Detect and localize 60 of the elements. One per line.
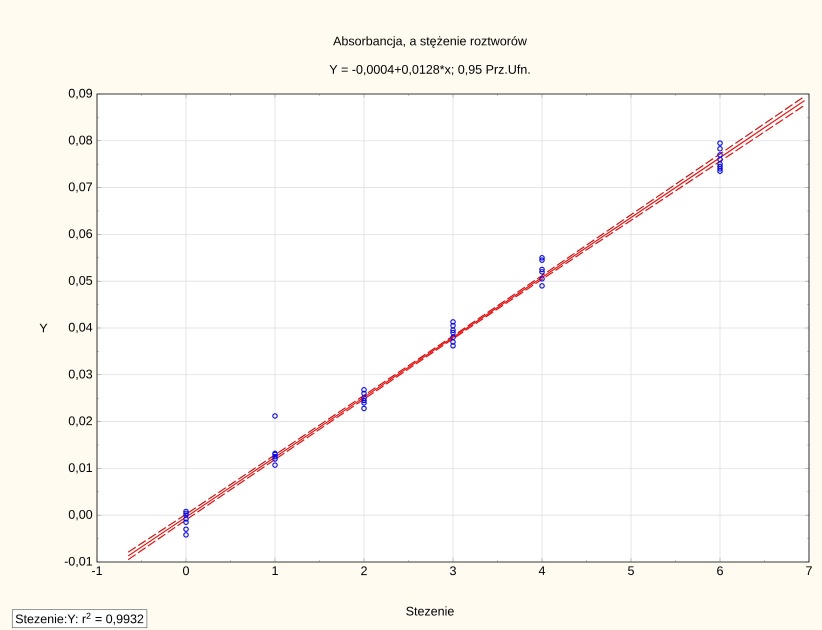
text: Stezenie:Y: r$^{2}$ = 0,9932 bbox=[16, 612, 144, 625]
point bbox=[450, 339, 456, 345]
x-tick-label: 1 bbox=[272, 566, 278, 575]
point bbox=[717, 164, 723, 170]
point bbox=[361, 398, 367, 404]
y-tick-label: -0,01 bbox=[64, 556, 92, 568]
x-tick-label: 4 bbox=[538, 566, 546, 575]
x-tick-label: 6 bbox=[717, 566, 723, 576]
point bbox=[717, 166, 723, 172]
point bbox=[450, 328, 456, 334]
x-tick-label: 5 bbox=[628, 566, 634, 576]
y-tick-label: 0,00 bbox=[68, 510, 92, 520]
point bbox=[539, 283, 545, 289]
y-axis-title: Y bbox=[40, 324, 48, 332]
point bbox=[717, 146, 723, 152]
point bbox=[183, 508, 189, 514]
x-tick-label: 7 bbox=[806, 566, 812, 575]
point bbox=[272, 456, 278, 462]
point bbox=[272, 462, 278, 468]
point bbox=[272, 454, 278, 460]
point bbox=[539, 266, 545, 272]
point bbox=[450, 322, 456, 328]
chart-subtitle: Y = -0,0004+0,0128*x; 0,95 Prz.Ufn. bbox=[330, 64, 530, 76]
point bbox=[717, 140, 723, 146]
y-tick-label: 0,06 bbox=[68, 229, 92, 240]
point bbox=[717, 161, 723, 167]
point bbox=[183, 519, 189, 525]
point bbox=[183, 526, 189, 532]
x-tick-label: -1 bbox=[92, 566, 102, 575]
point bbox=[539, 255, 545, 261]
y-tick-label: 0,02 bbox=[68, 416, 92, 427]
point bbox=[361, 395, 367, 401]
y-tick-label: 0,07 bbox=[68, 182, 92, 193]
y-tick-label: 0,08 bbox=[68, 136, 92, 146]
point bbox=[183, 532, 189, 538]
point bbox=[183, 516, 189, 522]
point bbox=[361, 400, 367, 406]
point bbox=[539, 276, 545, 282]
point bbox=[717, 156, 723, 162]
point bbox=[361, 406, 367, 412]
chart-title: Absorbancja, a stężenie roztworów bbox=[333, 36, 527, 48]
point bbox=[450, 319, 456, 325]
point bbox=[361, 387, 367, 393]
point bbox=[450, 334, 456, 340]
x-tick-label: 0 bbox=[183, 566, 189, 576]
y-tick-label: 0,09 bbox=[68, 88, 92, 100]
point bbox=[361, 390, 367, 396]
x-axis-title: Stezenie bbox=[406, 606, 454, 616]
point bbox=[539, 257, 545, 263]
point bbox=[717, 152, 723, 158]
y-tick-label: 0,04 bbox=[68, 322, 92, 334]
point bbox=[450, 343, 456, 349]
y-tick-label: 0,03 bbox=[68, 370, 92, 380]
y-tick-label: 0,05 bbox=[68, 276, 92, 286]
point bbox=[272, 413, 278, 419]
point bbox=[539, 269, 545, 275]
point bbox=[450, 330, 456, 336]
x-tick-label: 2 bbox=[361, 566, 367, 576]
y-tick-label: 0,01 bbox=[68, 463, 92, 474]
x-tick-label: 3 bbox=[450, 566, 456, 576]
